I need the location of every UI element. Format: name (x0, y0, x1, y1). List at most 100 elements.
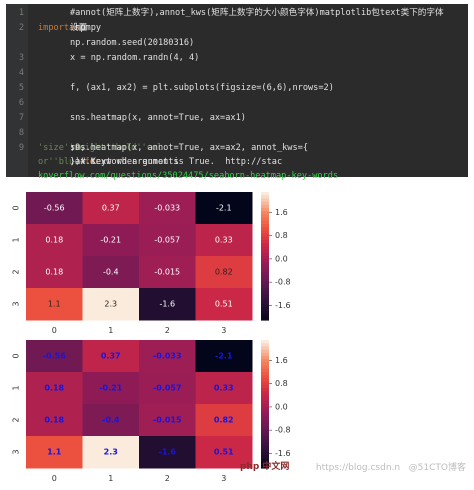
colorbar-segment (261, 249, 269, 254)
line-number: 4 (18, 68, 24, 78)
colorbar-segment (261, 217, 269, 222)
code-cell[interactable]: 1 #annot(矩阵上数字),annot_kws(矩阵上数字的大小颜色字体)ma… (6, 4, 468, 181)
cell-annotation: 0.51 (214, 448, 234, 457)
colorbar-segment (261, 281, 269, 286)
code-line: 2 设置 import numpy as np (6, 21, 468, 36)
cell-annotation: -0.4 (102, 416, 120, 425)
colorbar-tick-label: 0.8 (275, 379, 288, 388)
heatmap-svg: -0.56 0.37 -0.033 -2.1 0.18 -0.21 -0.057 0.33 0.… (12, 192, 291, 335)
colorbar-segment (261, 368, 269, 373)
code-line: 5 f, (ax1, ax2) = plt.subplots(figsize=(6… (6, 81, 468, 96)
heatmap-cell (26, 404, 83, 437)
cell-annotation: -0.057 (154, 236, 180, 245)
y-tick-label: 1 (12, 237, 21, 242)
colorbar-segment (261, 365, 269, 370)
heatmap-cell (82, 372, 140, 405)
colorbar-segment (261, 397, 269, 402)
colorbar-segment (261, 198, 269, 203)
x-tick-label: 2 (165, 474, 170, 483)
code-line: koverflow.com/questions/35024475/seaborn… (6, 169, 468, 184)
code-token: 'blue' (53, 157, 85, 167)
colorbar-segment (261, 214, 269, 219)
colorbar-segment (261, 445, 269, 450)
code-line: or':'blue'})# Keyword arguments for ax.t… (6, 155, 468, 170)
cell-annotation: -2.1 (215, 352, 233, 361)
colorbar-segment (261, 236, 269, 241)
colorbar-segment (261, 246, 269, 251)
colorbar-segment (261, 268, 269, 273)
y-tick-label: 3 (12, 449, 21, 454)
cell-annotation: 0.18 (45, 268, 63, 277)
heatmap-cell (82, 256, 140, 289)
code-token: sns.heatmap(x, annot=True, ax=ax2, annot… (70, 143, 308, 153)
line-number: 5 (18, 83, 24, 93)
colorbar-segment (261, 265, 269, 270)
colorbar-segment (261, 275, 269, 279)
colorbar-segment (261, 240, 269, 244)
colorbar-segment (261, 252, 269, 257)
colorbar-tick-label: -0.8 (275, 426, 291, 435)
colorbar-segment (261, 300, 269, 305)
colorbar-segment (261, 404, 269, 408)
colorbar-segment (261, 375, 269, 379)
colorbar-segment (261, 220, 269, 225)
colorbar-segment (261, 394, 269, 399)
colorbar-segment (261, 297, 269, 302)
code-token: f, (ax1, ax2) = plt.subplots(figsize=(6,… (70, 83, 334, 93)
heatmap-cell (195, 436, 253, 469)
cell-annotation: 2.3 (104, 300, 117, 309)
colorbar-tick-label: -1.6 (275, 301, 291, 310)
heatmap-cell (195, 192, 253, 225)
colorbar-tick-label: 0.0 (275, 402, 288, 411)
code-token: : (70, 157, 76, 167)
cell-annotation: 1.1 (47, 448, 62, 457)
x-tick-label: 1 (108, 326, 113, 335)
colorbar-segment (261, 362, 269, 367)
heatmap-cell (26, 224, 83, 257)
heatmap-cell (195, 404, 253, 437)
line-number: 1 (18, 8, 24, 18)
colorbar-segment (261, 400, 269, 405)
cell-annotation: 0.51 (215, 300, 233, 309)
colorbar-segment (261, 227, 269, 231)
heatmap-cell (82, 340, 140, 373)
code-token: :9, (70, 143, 86, 153)
colorbar-segment (261, 359, 269, 363)
heatmap-cell (26, 256, 83, 289)
code-line: 7 sns.heatmap(x, annot=True, ax=ax1) (6, 111, 468, 126)
code-text: koverflow.com/questions/35024475/seaborn… (38, 169, 338, 184)
code-token: x = np.random.randn(4, 4) (70, 53, 200, 63)
colorbar-segment (261, 391, 269, 395)
heatmap-cell (139, 404, 196, 437)
colorbar-segment (261, 436, 269, 440)
cell-annotation: 0.18 (44, 416, 64, 425)
cell-annotation: -0.4 (103, 268, 119, 277)
heatmap-cell (139, 256, 196, 289)
code-line: 9 sns.heatmap(x, annot=True, ax=ax2, anno… (6, 141, 468, 156)
code-text: or':'blue'})# Keyword arguments for ax.t… (38, 155, 282, 170)
code-line: 1 #annot(矩阵上数字),annot_kws(矩阵上数字的大小颜色字体)ma… (6, 6, 468, 21)
cell-annotation: -0.015 (154, 268, 180, 277)
colorbar-segment (261, 233, 269, 238)
watermark-text: https://blog.csdn.n @51CTO博客 (315, 463, 466, 473)
cell-annotation: 0.37 (102, 204, 120, 213)
cell-annotation: -0.56 (44, 204, 65, 213)
heatmap-cell (139, 372, 196, 405)
line-number: 3 (18, 53, 24, 63)
colorbar-tick-label: 0.8 (275, 231, 288, 240)
cell-annotation: -0.033 (153, 352, 182, 361)
heatmap-cell (195, 372, 253, 405)
colorbar-segment (261, 307, 269, 311)
colorbar-segment (261, 272, 269, 276)
colorbar-segment (261, 388, 269, 392)
heatmap-cell (26, 436, 83, 469)
colorbar-segment (261, 224, 269, 228)
code-text: 设置 import numpy as np (38, 21, 101, 36)
code-token: : (70, 143, 76, 153)
heatmap-cell (26, 372, 83, 405)
heatmap-cell (139, 192, 196, 225)
colorbar-segment (261, 356, 269, 360)
colorbar-segment (261, 243, 269, 247)
code-token: as (69, 23, 80, 33)
heatmap-cell (139, 224, 196, 257)
